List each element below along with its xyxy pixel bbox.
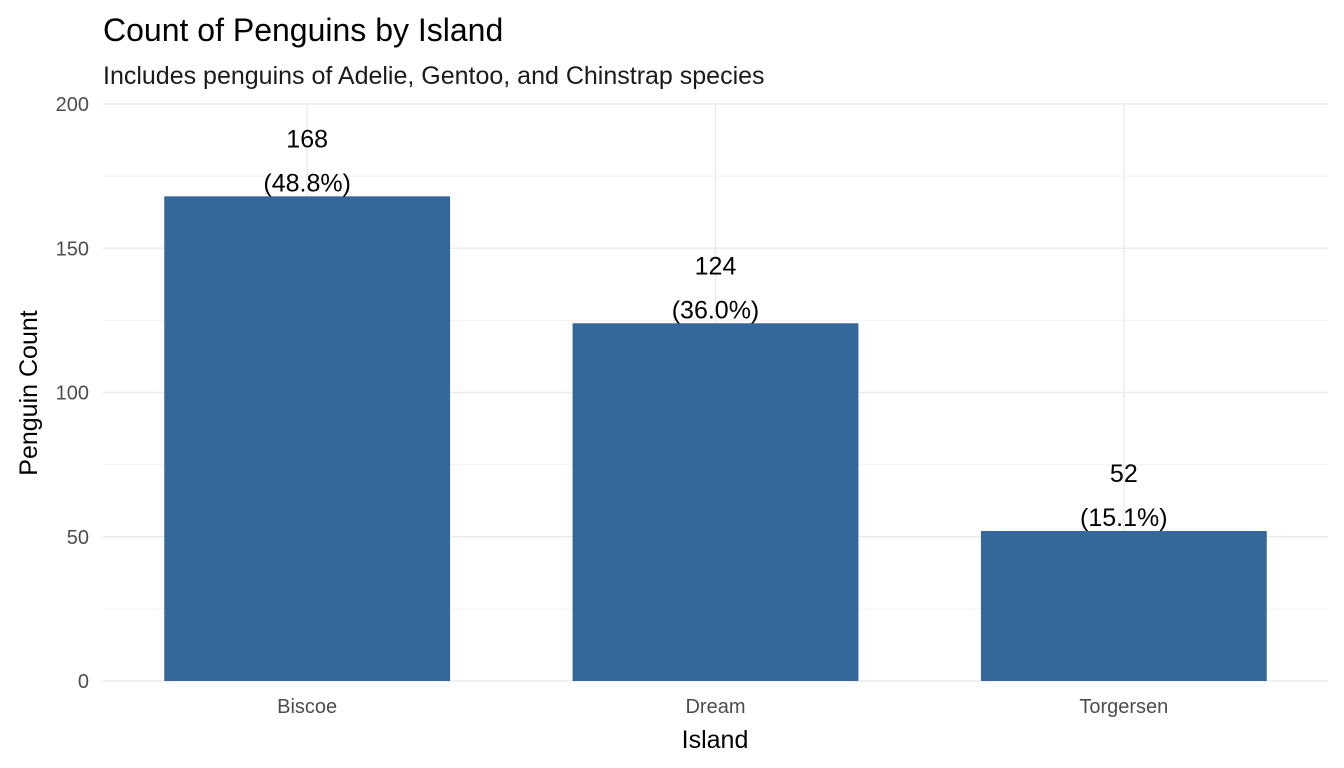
y-tick-label: 150 bbox=[56, 238, 89, 260]
x-tick-label: Dream bbox=[685, 696, 745, 718]
axis-layer: 0 50 100 150 200 Biscoe Dream Torgersen bbox=[56, 94, 1169, 718]
y-tick-label: 100 bbox=[56, 383, 89, 405]
x-axis-title: Island bbox=[682, 726, 749, 754]
x-tick-label: Torgersen bbox=[1079, 696, 1168, 718]
chart-subtitle: Includes penguins of Adelie, Gentoo, and… bbox=[103, 62, 765, 90]
data-label-percent: (48.8%) bbox=[263, 169, 351, 197]
y-tick-label: 0 bbox=[78, 671, 89, 693]
bar-dream bbox=[572, 323, 859, 681]
data-label-count: 124 bbox=[695, 252, 737, 280]
bar-biscoe bbox=[164, 196, 451, 681]
chart-title: Count of Penguins by Island bbox=[103, 12, 503, 48]
x-tick-label: Biscoe bbox=[277, 696, 337, 718]
y-tick-label: 200 bbox=[56, 94, 89, 116]
bars-layer bbox=[164, 196, 1267, 681]
data-label-percent: (36.0%) bbox=[672, 296, 760, 324]
data-label-percent: (15.1%) bbox=[1080, 504, 1168, 532]
data-labels-layer: 168 (48.8%) 124 (36.0%) 52 (15.1%) bbox=[263, 125, 1167, 532]
data-label-count: 52 bbox=[1110, 460, 1138, 488]
y-axis-title: Penguin Count bbox=[15, 310, 43, 475]
data-label-count: 168 bbox=[286, 125, 328, 153]
y-tick-label: 50 bbox=[67, 527, 89, 549]
bar-torgersen bbox=[980, 530, 1267, 681]
